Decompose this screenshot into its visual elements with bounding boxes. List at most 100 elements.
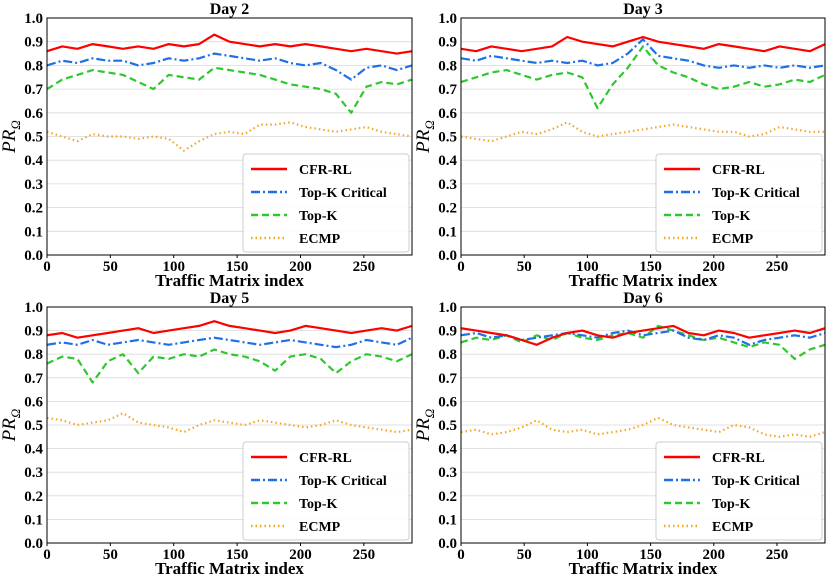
plot-frame <box>46 306 413 544</box>
plot-frame <box>46 17 413 256</box>
y-tick-label: 0.7 <box>24 371 43 387</box>
y-tick-label: 0.0 <box>24 248 43 264</box>
chart-title: Day 2 <box>210 1 250 18</box>
series-group <box>461 35 825 143</box>
y-tick-label: 1.0 <box>438 300 457 316</box>
y-tick-label: 0.0 <box>24 536 43 552</box>
legend-label: Top-K Critical <box>299 474 387 489</box>
x-tick-label: 200 <box>703 259 726 275</box>
y-tick-label: 0.9 <box>438 324 457 340</box>
series-line-top-k-critical <box>461 329 825 346</box>
series-line-top-k-critical <box>461 38 825 69</box>
y-tick-label: 0.3 <box>24 177 43 193</box>
x-tick-label: 50 <box>103 547 118 563</box>
y-tick-label: 1.0 <box>24 11 43 27</box>
plot-frame <box>460 17 826 256</box>
chart-title: Day 5 <box>210 290 250 307</box>
x-tick-label: 150 <box>639 547 662 563</box>
legend-label: CFR-RL <box>712 163 765 178</box>
legend: CFR-RL Top-K Critical Top-K ECMP <box>242 153 410 253</box>
x-tick-label: 250 <box>353 259 376 275</box>
y-axis-label: PRΩ <box>0 120 23 154</box>
x-axis-label: Traffic Matrix index <box>569 271 718 290</box>
y-tick-label: 0.8 <box>24 58 43 74</box>
x-tick-label: 0 <box>457 547 465 563</box>
y-tick-label: 0.9 <box>24 35 43 51</box>
y-tick-label: 0.1 <box>438 512 457 528</box>
x-tick-label: 100 <box>576 547 599 563</box>
y-axis-label: PRΩ <box>413 120 437 154</box>
legend-label: Top-K <box>712 497 751 512</box>
y-tick-label: 0.2 <box>24 201 43 217</box>
x-tick-label: 150 <box>639 259 662 275</box>
y-tick-label: 0.3 <box>438 177 457 193</box>
y-tick-label: 0.6 <box>438 106 457 122</box>
legend-label: CFR-RL <box>299 163 352 178</box>
y-tick-label: 0.5 <box>438 130 457 146</box>
legend-label: ECMP <box>299 520 341 535</box>
y-axis-label-main: PR <box>0 129 20 154</box>
x-tick-label: 0 <box>43 547 51 563</box>
series-line-top-k-critical <box>47 336 412 349</box>
plot-frame <box>460 306 826 544</box>
legend-label: Top-K <box>712 209 751 224</box>
x-axis-label: Traffic Matrix index <box>155 271 304 290</box>
y-tick-label: 0.1 <box>24 512 43 528</box>
x-axis-label: Traffic Matrix index <box>569 559 718 578</box>
y-tick-label: 0.5 <box>438 418 457 434</box>
y-tick-label: 0.4 <box>24 153 43 169</box>
y-tick-label: 0.7 <box>24 82 43 98</box>
y-axis-label-sub: Ω <box>422 120 437 129</box>
y-tick-label: 0.8 <box>24 347 43 363</box>
y-tick-label: 0.1 <box>438 224 457 240</box>
x-tick-label: 200 <box>703 547 726 563</box>
series-group <box>461 324 825 438</box>
legend: CFR-RL Top-K Critical Top-K ECMP <box>655 441 823 541</box>
legend-box <box>242 153 410 253</box>
legend-box <box>655 153 823 253</box>
legend-label: ECMP <box>712 232 754 247</box>
y-tick-label: 0.2 <box>438 489 457 505</box>
y-tick-label: 0.2 <box>24 489 43 505</box>
y-tick-label: 0.7 <box>438 82 457 98</box>
series-line-top-k <box>47 66 412 114</box>
x-tick-label: 150 <box>226 259 249 275</box>
chart-panel-4: Day 6 0.0 0.1 0.2 0.3 0.4 0.5 0.6 0.7 0.8 0.9 1.0 0 5… <box>413 290 826 578</box>
y-axis-label: PRΩ <box>413 409 437 443</box>
x-tick-label: 0 <box>43 259 51 275</box>
y-tick-label: 0.6 <box>438 394 457 410</box>
legend-label: ECMP <box>299 232 341 247</box>
x-tick-label: 200 <box>289 547 312 563</box>
chart-panel-1: Day 2 0.0 0.1 0.2 0.3 0.4 0.5 0.6 0.7 0.8 0.9 1.0 0 5… <box>0 1 413 290</box>
legend-box <box>242 441 410 541</box>
x-tick-label: 250 <box>353 547 376 563</box>
x-axis-label: Traffic Matrix index <box>155 559 304 578</box>
series-line-ecmp <box>461 416 825 438</box>
y-tick-label: 0.6 <box>24 106 43 122</box>
y-tick-label: 0.4 <box>24 442 43 458</box>
y-tick-label: 1.0 <box>24 300 43 316</box>
series-line-ecmp <box>47 412 412 434</box>
legend: CFR-RL Top-K Critical Top-K ECMP <box>655 153 823 253</box>
y-tick-label: 0.6 <box>24 394 43 410</box>
series-line-ecmp <box>461 121 825 143</box>
series-line-top-k <box>461 324 825 360</box>
legend-label: Top-K Critical <box>299 186 387 201</box>
x-tick-label: 50 <box>517 547 532 563</box>
chart-panel-3: Day 5 0.0 0.1 0.2 0.3 0.4 0.5 0.6 0.7 0.8 0.9 1.0 0 5… <box>0 290 413 578</box>
series-line-cfr-rl <box>47 320 412 339</box>
y-tick-label: 0.3 <box>24 465 43 481</box>
x-tick-label: 100 <box>162 547 185 563</box>
x-tick-label: 250 <box>766 547 789 563</box>
y-tick-label: 0.5 <box>24 130 43 146</box>
y-tick-label: 0.9 <box>24 324 43 340</box>
legend-label: CFR-RL <box>299 451 352 466</box>
legend-label: Top-K Critical <box>712 186 800 201</box>
y-axis-label-main: PR <box>413 129 434 154</box>
y-axis-label-sub: Ω <box>8 120 23 129</box>
y-tick-label: 1.0 <box>438 11 457 27</box>
series-line-cfr-rl <box>47 33 412 55</box>
y-tick-label: 0.8 <box>438 347 457 363</box>
legend-label: Top-K <box>299 497 338 512</box>
